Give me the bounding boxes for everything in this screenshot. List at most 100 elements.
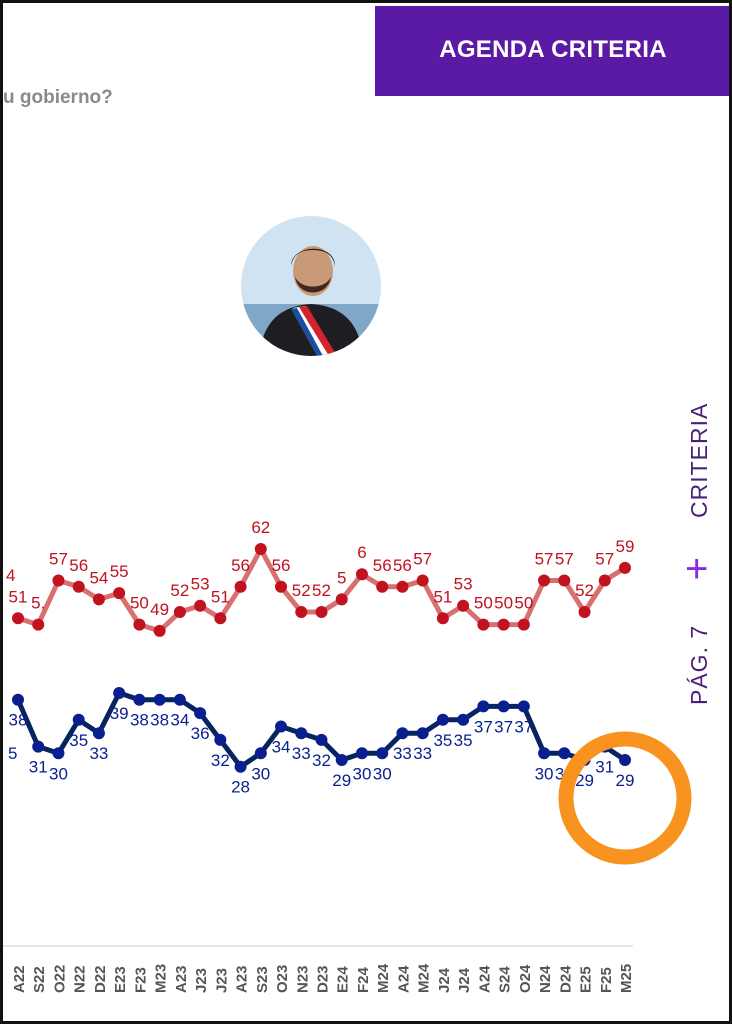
brand-label: CRITERIA [686, 402, 712, 518]
disapprove-data-label: 34 [170, 711, 189, 730]
disapprove-point [619, 754, 631, 766]
approve-data-label: 52 [170, 581, 189, 600]
disapprove-data-label: 31 [29, 758, 48, 777]
approve-data-label: 5 [337, 568, 346, 587]
disapprove-data-label: 36 [191, 724, 210, 743]
x-tick-label: J23 [193, 968, 210, 993]
disapprove-point [32, 740, 45, 753]
approve-data-label: 50 [474, 594, 493, 613]
disapprove-data-label: 29 [616, 771, 635, 790]
approve-data-label: 62 [251, 518, 270, 537]
disapprove-point [92, 727, 105, 740]
x-tick-label: E24 [335, 966, 352, 993]
disapprove-point [517, 700, 530, 713]
approve-point [457, 599, 470, 612]
disapprove-data-label: 37 [474, 717, 493, 736]
disapprove-point [52, 747, 65, 760]
disapprove-point [315, 733, 328, 746]
approve-data-label: 52 [312, 581, 331, 600]
disapprove-data-label: 38 [150, 711, 169, 730]
x-tick-label: O22 [51, 965, 68, 993]
approve-data-label: 56 [231, 556, 250, 575]
x-tick-label: F24 [355, 966, 372, 993]
disapprove-data-label: 30 [353, 764, 372, 783]
x-tick-label: M25 [618, 964, 635, 993]
disapprove-data-label: 33 [89, 744, 108, 763]
disapprove-point [12, 693, 24, 706]
approve-data-label: 57 [413, 550, 432, 569]
disapprove-data-label: 38 [9, 711, 28, 730]
x-tick-label: E23 [112, 966, 129, 993]
x-tick-label: D23 [315, 965, 332, 993]
disapprove-data-label: 35 [454, 731, 473, 750]
disapprove-data-label: 31 [595, 758, 614, 777]
x-tick-label: A23 [173, 965, 190, 993]
x-tick-label: F25 [598, 967, 615, 993]
approve-point [113, 587, 126, 600]
approve-point [295, 606, 308, 618]
x-tick-label: S22 [31, 966, 48, 993]
approve-point [619, 561, 631, 574]
disapprove-data-label: 37 [494, 717, 513, 736]
x-tick-label: J23 [213, 968, 230, 993]
approve-data-label: 57 [595, 550, 614, 569]
approve-data-label: 55 [110, 562, 129, 581]
disapprove-point [477, 700, 490, 713]
approve-data-label: 54 [89, 568, 108, 587]
approve-data-label: 52 [292, 581, 311, 600]
approve-point [558, 574, 571, 587]
x-tick-label: D24 [557, 965, 574, 993]
approve-point [194, 599, 207, 612]
disapprove-data-label: 35 [433, 731, 452, 750]
approve-data-label: 49 [150, 600, 169, 619]
disapprove-point [214, 733, 227, 746]
edge-label: 4 [6, 566, 15, 585]
approve-data-label: 50 [130, 594, 149, 613]
side-bar: PÁG. 7 + CRITERIA [653, 402, 729, 723]
approve-point [234, 580, 247, 593]
disapprove-data-label: 33 [292, 744, 311, 763]
approve-point [32, 618, 45, 631]
disapprove-point [355, 747, 368, 760]
x-tick-label: N22 [72, 965, 89, 993]
disapprove-data-label: 30 [373, 764, 392, 783]
disapprove-point [538, 747, 551, 760]
disapprove-point [457, 713, 470, 726]
disapprove-point [72, 713, 85, 726]
approve-data-label: 57 [535, 550, 554, 569]
approve-data-label: 6 [357, 543, 366, 562]
approve-point [133, 618, 146, 631]
disapprove-point [113, 687, 126, 699]
x-tick-label: M23 [153, 964, 170, 993]
disapprove-point [275, 720, 288, 733]
disapprove-data-label: 32 [312, 751, 331, 770]
disapprove-point [558, 747, 571, 760]
approve-data-label: 57 [555, 550, 574, 569]
approve-point [416, 574, 429, 587]
approve-point [355, 568, 368, 581]
disapprove-data-label: 37 [514, 717, 533, 736]
approve-data-label: 51 [9, 587, 28, 606]
approve-data-label: 51 [211, 587, 230, 606]
disapprove-data-label: 33 [413, 744, 432, 763]
plus-icon: + [685, 547, 709, 591]
header-title: AGENDA CRITERIA [439, 36, 667, 63]
approve-point [173, 606, 186, 618]
x-tick-label: A24 [395, 965, 412, 993]
disapprove-data-label: 30 [49, 764, 68, 783]
disapprove-point [133, 693, 146, 706]
x-tick-label: D22 [92, 965, 109, 993]
disapprove-point [194, 707, 207, 720]
approve-point [12, 612, 24, 625]
approve-point [72, 580, 85, 593]
approve-point [315, 606, 328, 618]
approve-point [477, 618, 490, 631]
approve-data-label: 59 [616, 537, 635, 556]
disapprove-point [234, 760, 247, 773]
disapprove-data-label: 29 [575, 771, 594, 790]
disapprove-point [416, 727, 429, 740]
approve-point [92, 593, 105, 606]
disapprove-point [335, 754, 348, 766]
approve-data-label: 56 [393, 556, 412, 575]
